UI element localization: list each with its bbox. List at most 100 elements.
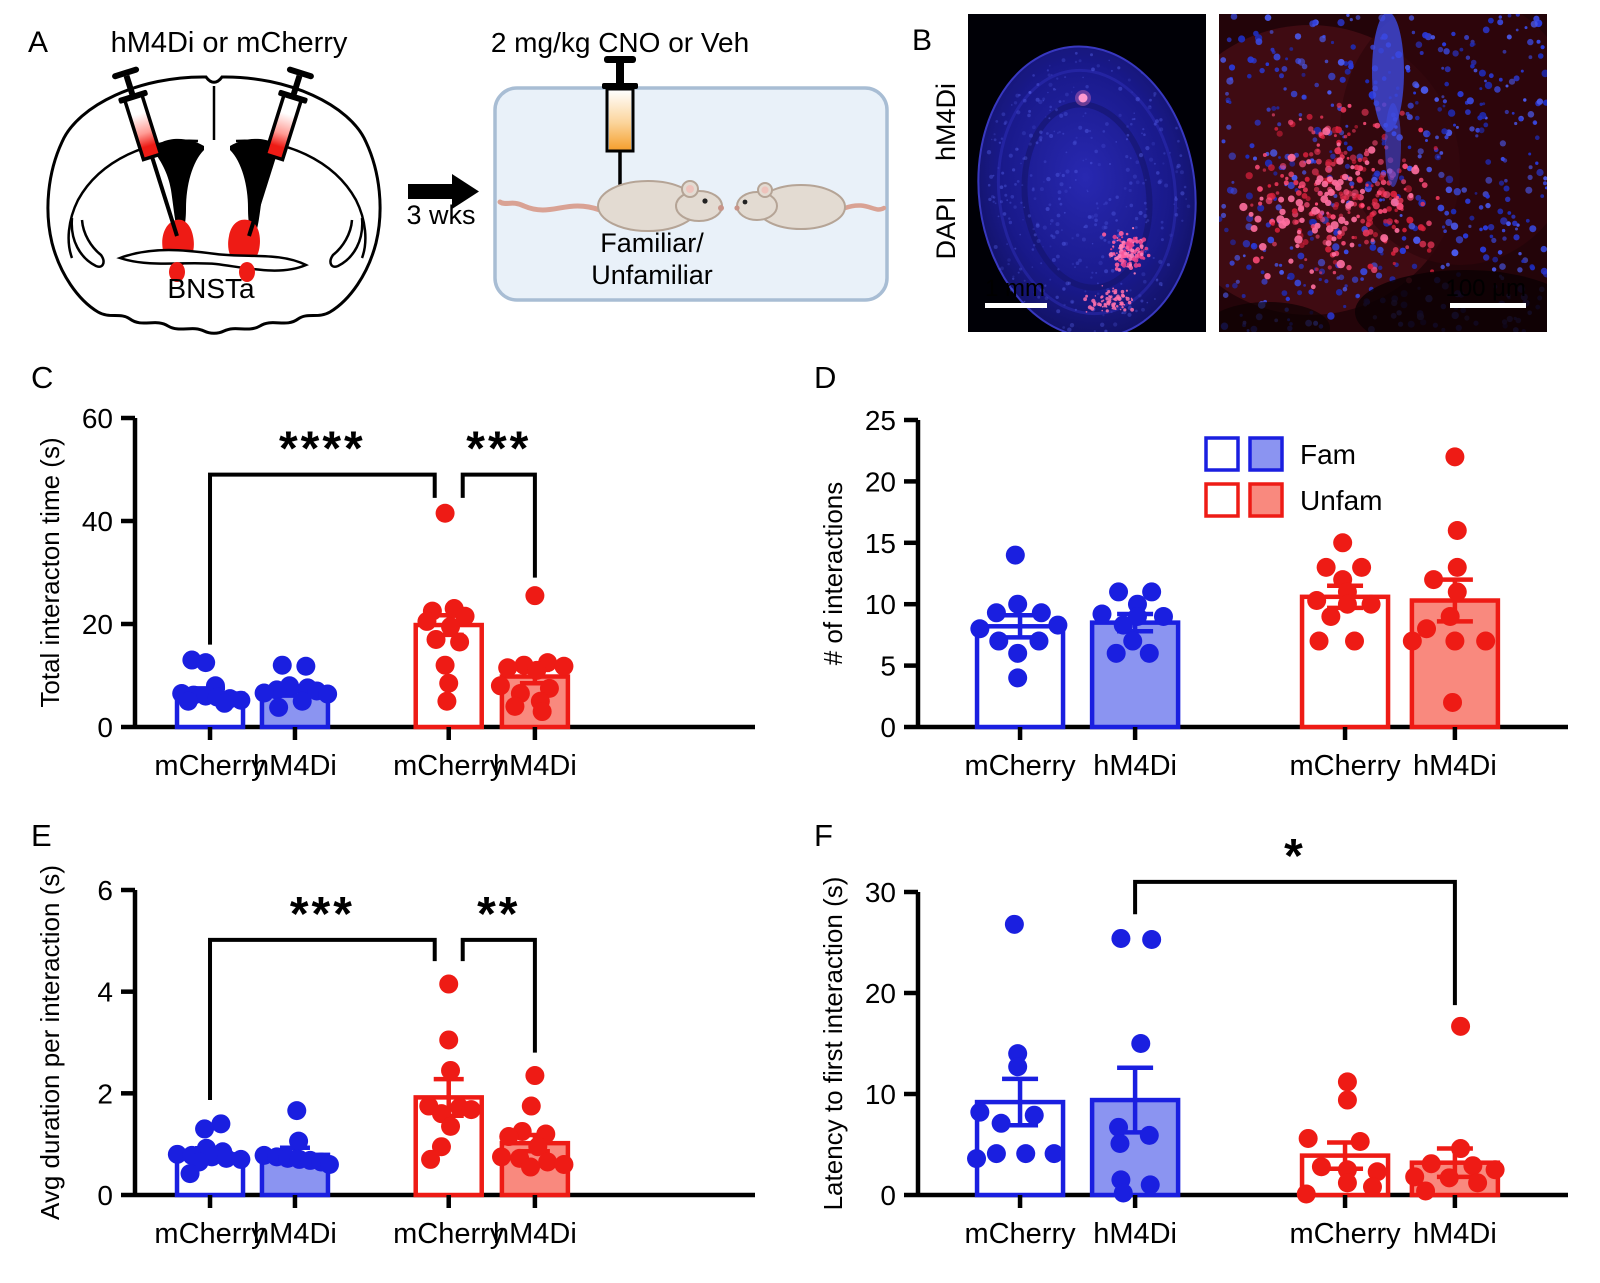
data-point xyxy=(211,1114,231,1134)
data-point xyxy=(1139,1125,1159,1145)
hm4di-dot xyxy=(1125,232,1129,236)
hm4di-dot xyxy=(1135,239,1140,244)
dapi-dot xyxy=(1046,176,1051,182)
data-point xyxy=(521,1096,541,1116)
dapi-dot xyxy=(1149,98,1152,102)
dapi-nucleus xyxy=(1231,180,1235,184)
dapi-nucleus xyxy=(1307,230,1313,236)
dapi-dot xyxy=(1151,141,1156,146)
x-category-label: hM4Di xyxy=(1413,1218,1497,1250)
dapi-dot xyxy=(1065,169,1070,174)
dapi-nucleus xyxy=(1247,56,1254,63)
data-point xyxy=(1451,1139,1471,1159)
hm4di-dot xyxy=(1120,263,1123,266)
dapi-nucleus xyxy=(1452,50,1459,57)
dapi-nucleus xyxy=(1543,176,1547,181)
hm4di-cell xyxy=(1319,271,1323,275)
hm4di-cell xyxy=(1326,234,1334,242)
hm4di-cell-bright xyxy=(1296,229,1302,235)
hm4di-cell xyxy=(1325,159,1333,166)
dapi-nucleus xyxy=(1469,215,1475,221)
hm4di-dot xyxy=(1123,308,1127,312)
dapi-nucleus xyxy=(1226,124,1232,130)
data-point xyxy=(1485,1160,1505,1180)
dapi-nucleus xyxy=(1528,152,1532,156)
dapi-nucleus xyxy=(1228,64,1236,71)
dapi-dot xyxy=(1058,197,1061,201)
hm4di-dot xyxy=(1125,246,1129,250)
dapi-nucleus xyxy=(1286,276,1290,280)
dapi-dot xyxy=(1000,266,1004,271)
dapi-dot xyxy=(1023,156,1028,161)
ventricle-left xyxy=(153,138,204,233)
hm4di-cell xyxy=(1397,197,1404,204)
dapi-nucleus xyxy=(1346,145,1353,152)
data-point xyxy=(1113,1183,1133,1203)
dapi-dot xyxy=(1140,299,1144,303)
hm4di-dot xyxy=(1130,307,1134,312)
data-point xyxy=(435,503,455,523)
data-point xyxy=(441,1116,461,1136)
dapi-dot xyxy=(1045,207,1050,211)
dapi-nucleus xyxy=(1343,141,1348,146)
micrograph-bnst-zoom xyxy=(1219,14,1547,332)
hm4di-dot xyxy=(1101,309,1103,312)
dapi-nucleus xyxy=(1515,14,1520,17)
hm4di-cell xyxy=(1372,140,1378,146)
dapi-nucleus xyxy=(1491,267,1497,272)
hm4di-cell xyxy=(1303,152,1309,158)
hm4di-cell-bright xyxy=(1264,273,1271,280)
panel-letter: E xyxy=(31,818,52,853)
hm4di-cell xyxy=(1327,265,1332,270)
dapi-dot xyxy=(1061,58,1066,63)
hm4di-dot xyxy=(1105,296,1110,301)
dapi-dot xyxy=(1074,169,1078,174)
data-point xyxy=(1362,1177,1382,1197)
dapi-nucleus xyxy=(1294,279,1302,287)
dapi-nucleus xyxy=(1478,205,1484,210)
dapi-nucleus xyxy=(1257,204,1265,212)
hm4di-cell xyxy=(1389,197,1393,201)
y-tick-label: 20 xyxy=(865,978,896,1009)
hm4di-cell-bright xyxy=(1340,199,1345,204)
dapi-dot xyxy=(1001,112,1006,117)
data-point xyxy=(1321,606,1341,626)
data-point xyxy=(417,611,437,631)
dapi-nucleus xyxy=(1457,91,1464,98)
hm4di-injection-site xyxy=(1083,227,1151,313)
dapi-dot xyxy=(1040,288,1045,293)
data-point xyxy=(1024,1105,1044,1125)
y-tick-label: 0 xyxy=(97,1180,113,1211)
dapi-nucleus xyxy=(1281,290,1288,296)
dapi-dot xyxy=(1129,289,1132,292)
dapi-dot xyxy=(1129,181,1133,185)
panel-b-letter: B xyxy=(912,24,932,57)
dapi-nucleus xyxy=(1513,234,1520,241)
panel-letter: D xyxy=(814,360,836,395)
dapi-nucleus xyxy=(1355,293,1361,298)
hm4di-cell xyxy=(1265,197,1273,205)
dapi-dot xyxy=(1143,133,1146,136)
data-point xyxy=(1131,1034,1151,1053)
dapi-dot xyxy=(1019,233,1021,236)
dapi-dot xyxy=(1056,77,1059,80)
hm4di-cell xyxy=(1390,190,1398,198)
hm4di-cell xyxy=(1353,236,1358,240)
dapi-nucleus xyxy=(1330,153,1336,159)
hm4di-cell-bright xyxy=(1408,192,1414,199)
dapi-dot xyxy=(1160,284,1163,287)
dapi-nucleus xyxy=(1225,283,1230,288)
hm4di-cell xyxy=(1339,193,1347,201)
dapi-dot xyxy=(1074,308,1077,311)
dapi-dot xyxy=(1098,260,1103,266)
dapi-dot xyxy=(1082,76,1084,79)
dapi-dot xyxy=(1062,326,1066,329)
dapi-nucleus xyxy=(1309,236,1314,241)
hm4di-dot xyxy=(1112,234,1117,240)
dapi-dot xyxy=(1002,212,1007,216)
dapi-nucleus xyxy=(1451,31,1456,37)
hm4di-cell xyxy=(1420,201,1425,207)
dapi-nucleus xyxy=(1498,180,1505,186)
hm4di-cell xyxy=(1274,126,1279,131)
scalebar-right xyxy=(1450,303,1526,308)
